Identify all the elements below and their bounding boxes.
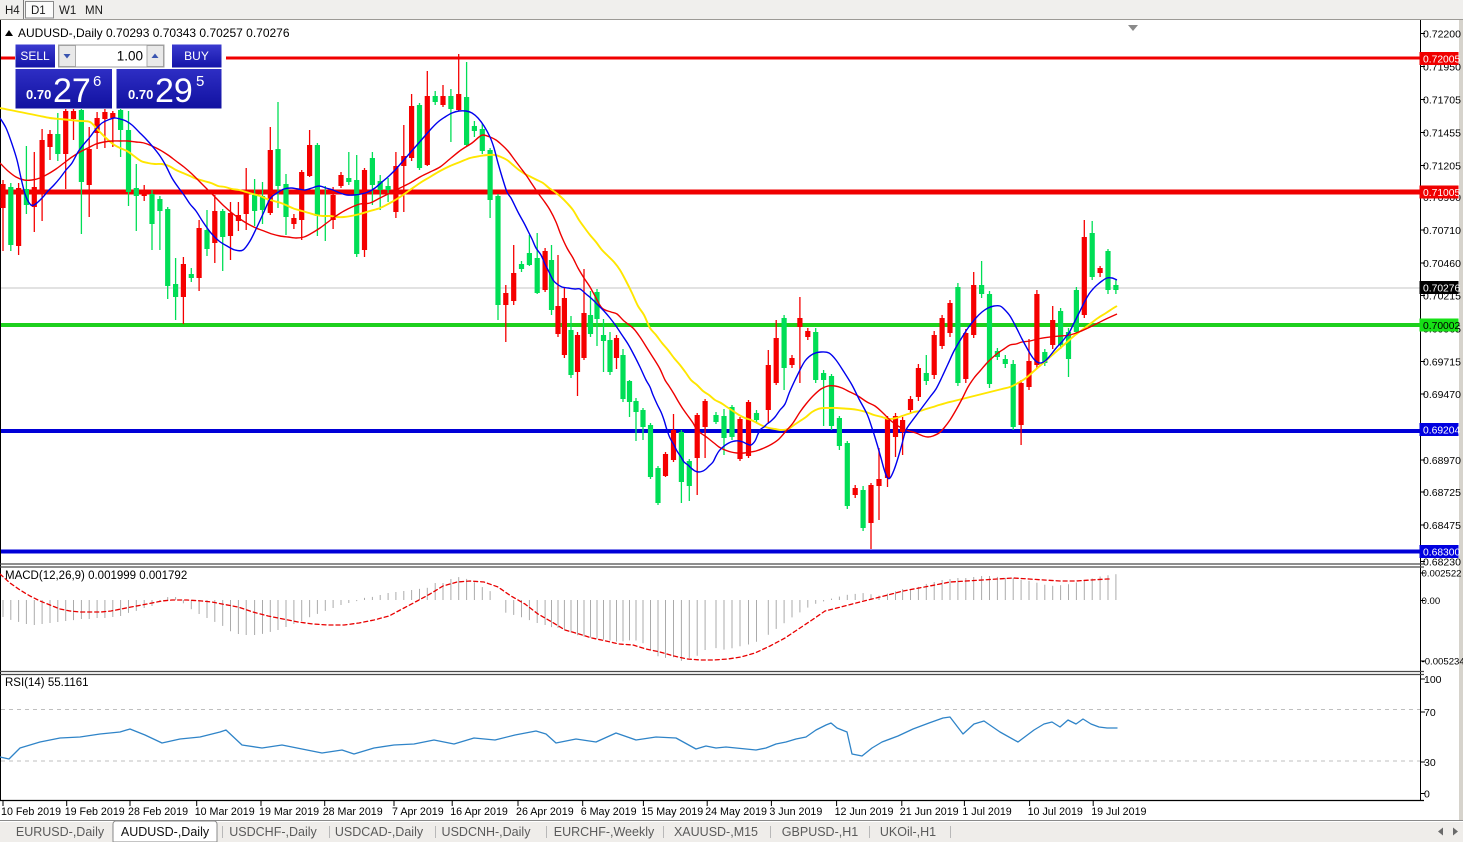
svg-text:0.69715: 0.69715 [1423,357,1461,369]
svg-text:0.71705: 0.71705 [1423,95,1461,107]
svg-text:GBPUSD-,H1: GBPUSD-,H1 [782,825,858,839]
svg-text:10 Feb 2019: 10 Feb 2019 [1,806,61,818]
svg-text:10 Jul 2019: 10 Jul 2019 [1028,806,1083,818]
svg-text:W1: W1 [59,5,76,17]
svg-text:0.71205: 0.71205 [1423,161,1461,173]
svg-text:0.70002: 0.70002 [1423,321,1460,332]
svg-text:0.70710: 0.70710 [1423,225,1461,237]
svg-text:MACD(12,26,9) 0.001999 0.00179: MACD(12,26,9) 0.001999 0.001792 [5,570,187,582]
svg-text:1 Jul 2019: 1 Jul 2019 [962,806,1011,818]
svg-text:0.72005: 0.72005 [1423,55,1460,66]
svg-text:27: 27 [53,72,91,110]
svg-text:0.70276: 0.70276 [1423,284,1460,295]
svg-text:7 Apr 2019: 7 Apr 2019 [392,806,444,818]
svg-text:0.002522: 0.002522 [1422,569,1462,580]
svg-text:AUDUSD-,Daily 0.70293 0.70343: AUDUSD-,Daily 0.70293 0.70343 0.70257 0.… [18,26,290,40]
svg-text:10 Mar 2019: 10 Mar 2019 [195,806,255,818]
svg-text:BUY: BUY [184,49,209,63]
svg-text:UKOil-,H1: UKOil-,H1 [880,825,936,839]
svg-text:15 May 2019: 15 May 2019 [641,806,703,818]
svg-text:-0.005234: -0.005234 [1422,657,1463,668]
svg-text:12 Jun 2019: 12 Jun 2019 [835,806,894,818]
svg-text:0: 0 [1424,789,1430,801]
svg-text:24 May 2019: 24 May 2019 [705,806,767,818]
svg-text:19 Mar 2019: 19 Mar 2019 [259,806,319,818]
svg-text:0.68970: 0.68970 [1423,455,1461,467]
svg-text:6 May 2019: 6 May 2019 [581,806,637,818]
svg-text:0.69470: 0.69470 [1423,389,1461,401]
svg-text:USDCHF-,Daily: USDCHF-,Daily [229,825,317,839]
svg-text:0.68475: 0.68475 [1423,520,1461,532]
svg-text:0.71005: 0.71005 [1423,188,1460,199]
svg-text:28 Mar 2019: 28 Mar 2019 [323,806,383,818]
svg-text:70: 70 [1424,707,1436,719]
svg-text:USDCNH-,Daily: USDCNH-,Daily [442,825,532,839]
svg-text:100: 100 [1424,674,1442,686]
svg-text:0.71455: 0.71455 [1423,128,1461,140]
svg-text:19 Feb 2019: 19 Feb 2019 [65,806,125,818]
svg-text:0.70: 0.70 [26,87,51,102]
svg-text:26 Apr 2019: 26 Apr 2019 [516,806,574,818]
svg-text:21 Jun 2019: 21 Jun 2019 [900,806,959,818]
svg-text:H4: H4 [5,5,20,17]
svg-text:0.70: 0.70 [128,87,153,102]
svg-text:USDCAD-,Daily: USDCAD-,Daily [335,825,424,839]
svg-text:29: 29 [155,72,193,110]
svg-text:EURUSD-,Daily: EURUSD-,Daily [16,825,105,839]
svg-text:16 Apr 2019: 16 Apr 2019 [450,806,508,818]
svg-text:SELL: SELL [20,49,50,63]
svg-text:1.00: 1.00 [117,49,143,64]
svg-text:MN: MN [85,5,103,17]
svg-text:28 Feb 2019: 28 Feb 2019 [128,806,188,818]
svg-text:AUDUSD-,Daily: AUDUSD-,Daily [121,825,210,839]
svg-text:3 Jun 2019: 3 Jun 2019 [769,806,822,818]
svg-text:0.00: 0.00 [1422,596,1441,607]
svg-text:0.68725: 0.68725 [1423,487,1461,499]
svg-text:RSI(14) 55.1161: RSI(14) 55.1161 [5,677,89,689]
svg-text:0.72200: 0.72200 [1423,29,1461,41]
svg-text:19 Jul 2019: 19 Jul 2019 [1091,806,1146,818]
svg-text:6: 6 [93,73,101,90]
svg-text:30: 30 [1424,757,1436,769]
svg-text:0.68300: 0.68300 [1423,548,1460,559]
svg-text:5: 5 [196,73,204,90]
svg-text:0.70460: 0.70460 [1423,258,1461,270]
svg-text:0.69204: 0.69204 [1423,426,1460,437]
svg-text:D1: D1 [31,5,46,17]
svg-text:XAUUSD-,M15: XAUUSD-,M15 [674,825,758,839]
svg-text:EURCHF-,Weekly: EURCHF-,Weekly [554,825,655,839]
